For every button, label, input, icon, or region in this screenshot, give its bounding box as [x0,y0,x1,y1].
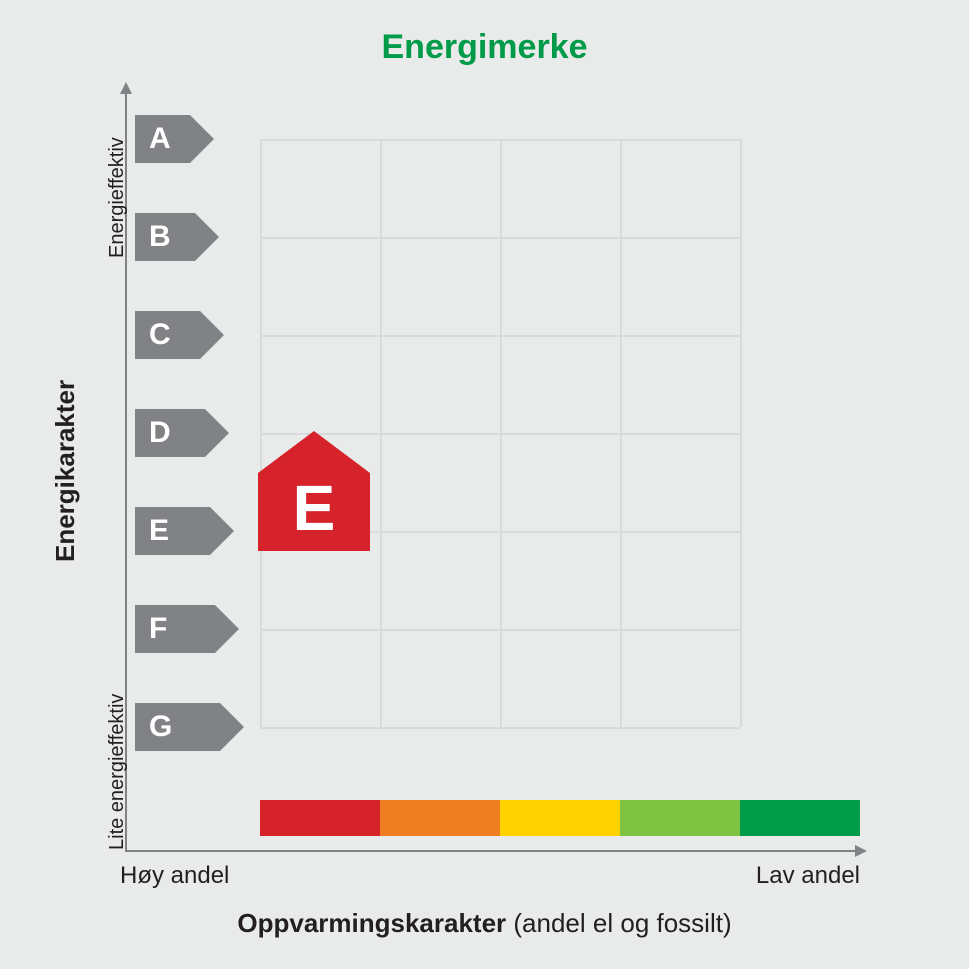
grade-arrow-tip-icon [220,703,244,751]
grade-arrow-c: C [135,311,200,359]
x-axis-left-label: Høy andel [120,862,229,890]
grade-row-e: E [135,507,210,555]
grid-line-horizontal [260,727,740,729]
grid-line-horizontal [260,139,740,141]
y-axis-top-label: Energieffektiv [106,137,129,258]
grid-line-vertical [740,139,742,727]
grade-arrow-tip-icon [200,311,224,359]
grade-row-c: C [135,311,200,359]
x-axis-right-label: Lav andel [756,862,860,890]
grade-arrow-g: G [135,703,220,751]
x-axis-label-bold: Oppvarmingskarakter [237,908,506,938]
grade-arrow-tip-icon [215,605,239,653]
grade-row-d: D [135,409,205,457]
grid-line-horizontal [260,335,740,337]
grade-arrow-e: E [135,507,210,555]
x-axis-label-rest: (andel el og fossilt) [506,908,731,938]
grade-row-f: F [135,605,215,653]
grade-arrow-tip-icon [210,507,234,555]
grade-row-g: G [135,703,220,751]
grade-arrow-a: A [135,115,190,163]
chart-title: Energimerke [0,28,969,67]
grid-line-horizontal [260,629,740,631]
grade-row-a: A [135,115,190,163]
grade-arrow-f: F [135,605,215,653]
y-axis-label: Energikarakter [50,380,81,562]
rating-marker-letter: E [258,465,370,551]
x-axis-arrow-icon [855,845,867,857]
x-axis-label: Oppvarmingskarakter (andel el og fossilt… [0,908,969,939]
x-axis [125,850,855,852]
grade-row-b: B [135,213,195,261]
color-segment-3 [620,800,740,836]
grid-line-horizontal [260,237,740,239]
color-scale [260,800,860,836]
color-segment-2 [500,800,620,836]
y-axis-arrow-icon [120,82,132,94]
rating-marker: E [258,431,370,551]
color-segment-4 [740,800,860,836]
grade-arrow-tip-icon [205,409,229,457]
color-segment-0 [260,800,380,836]
grade-arrow-tip-icon [190,115,214,163]
grade-arrow-tip-icon [195,213,219,261]
y-axis-bottom-label: Lite energieffektiv [106,694,129,850]
grade-arrow-b: B [135,213,195,261]
color-segment-1 [380,800,500,836]
grade-arrow-d: D [135,409,205,457]
